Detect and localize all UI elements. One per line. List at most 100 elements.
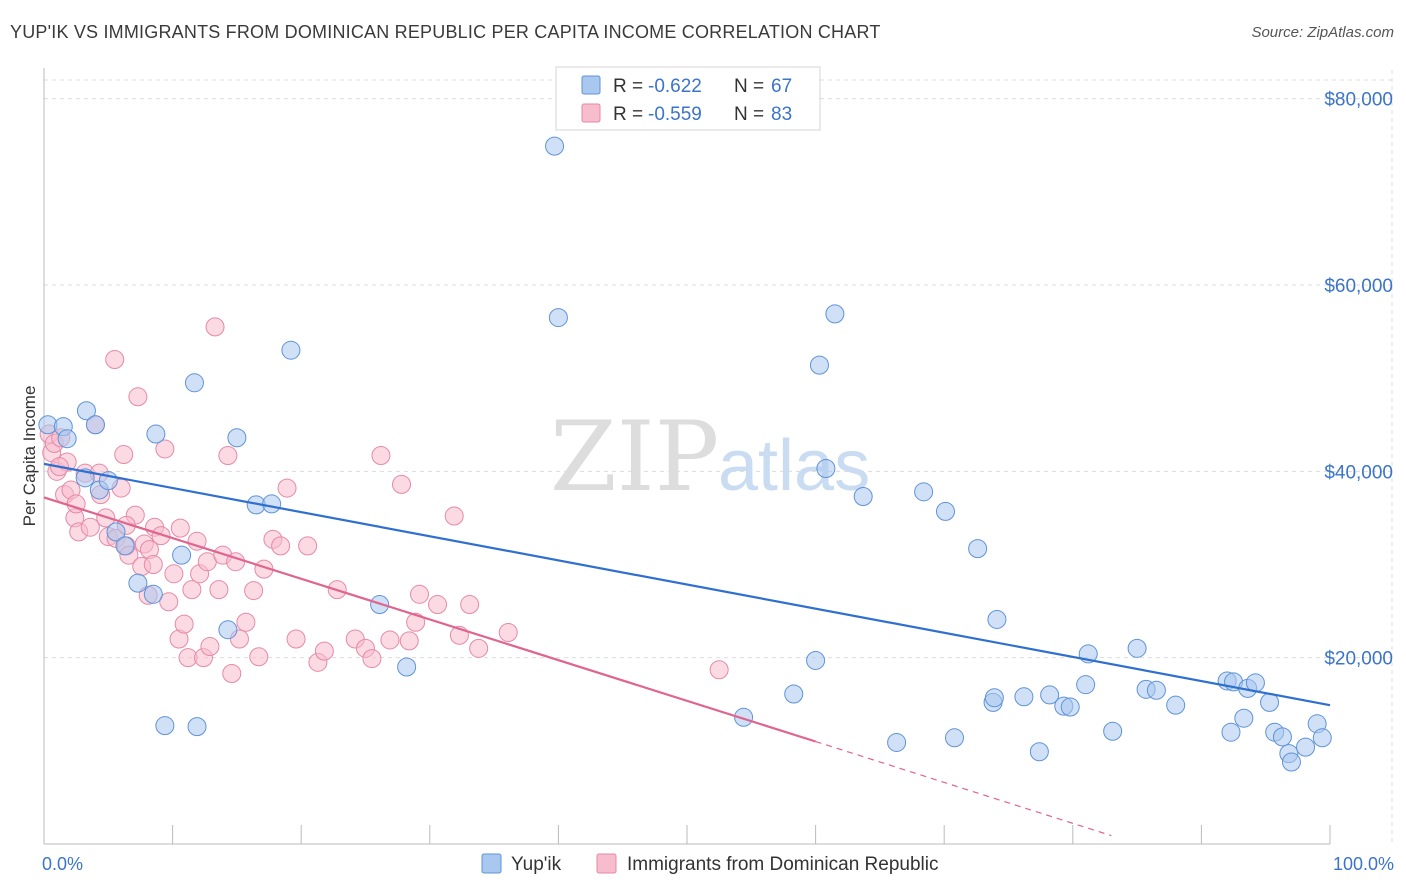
data-point-yupik [1166,695,1186,715]
data-point-dominican [428,595,448,615]
data-point-dominican [460,595,480,615]
series-yupik-points [38,136,1332,772]
data-point-yupik [734,707,754,727]
data-point-yupik [968,539,988,559]
data-point-dominican [244,581,264,601]
data-point-yupik [262,494,282,514]
data-point-dominican [114,445,134,465]
trend-line-yupik [43,462,1331,707]
data-point-yupik [825,304,845,324]
legend-swatch-pink [581,103,601,123]
data-point-dominican [271,536,291,556]
bottom-legend: Yup'ik Immigrants from Dominican Republi… [481,853,939,875]
series-dominican-points [39,317,729,683]
watermark: ZIP atlas [550,401,870,513]
data-point-dominican [143,554,163,574]
data-point-yupik [1146,680,1166,700]
grid-lines [44,70,1393,844]
data-point-yupik [172,545,192,565]
data-point-dominican [80,517,100,537]
data-point-yupik [1076,675,1096,695]
data-point-dominican [314,641,334,661]
data-point-yupik [935,501,955,521]
data-point-yupik [1312,728,1332,748]
data-point-dominican [187,531,207,551]
data-point-dominican [406,612,426,632]
data-point-dominican [182,580,202,600]
data-point-yupik [784,684,804,704]
data-point-yupik [1234,708,1254,728]
data-point-yupik [227,428,247,448]
data-point-yupik [1127,638,1147,658]
data-point-dominican [218,445,238,465]
data-point-yupik [944,728,964,748]
bottom-legend-swatch-yupik [481,853,502,874]
legend-r-label-2: R = [613,104,643,125]
data-point-yupik [397,657,417,677]
data-point-dominican [164,564,184,584]
data-point-yupik [76,401,96,421]
data-point-dominican [174,614,194,634]
data-point-dominican [277,478,297,498]
data-point-dominican [105,350,125,370]
data-point-dominican [286,629,306,649]
data-point-yupik [545,136,565,156]
data-point-yupik [548,308,568,328]
data-point-yupik [1281,752,1301,772]
trend-line-dominican-extension [815,740,1112,837]
legend-r-value-1: -0.622 [648,76,702,97]
x-tick-labels: 0.0% 100.0% [42,854,1394,874]
bottom-legend-label-dominican: Immigrants from Dominican Republic [627,854,939,875]
data-point-yupik [143,584,163,604]
data-point-yupik [1103,721,1123,741]
data-point-dominican [380,630,400,650]
data-point-yupik [1272,727,1292,747]
data-point-yupik [184,373,204,393]
data-point-dominican [151,526,171,546]
data-point-dominican [362,649,382,669]
data-point-yupik [1029,742,1049,762]
x-tick-label-end: 100.0% [1333,854,1394,874]
data-point-yupik [146,424,166,444]
bottom-legend-swatch-dominican [596,853,617,874]
data-point-dominican [469,638,489,658]
data-point-yupik [809,355,829,375]
data-point-dominican [205,317,225,337]
data-point-dominican [209,580,229,600]
chart-source: Source: ZipAtlas.com [1251,24,1394,41]
data-point-yupik [984,688,1004,708]
data-point-dominican [498,623,518,643]
data-point-dominican [222,663,242,683]
data-point-yupik [816,459,836,479]
data-point-yupik [887,732,907,752]
data-point-yupik [128,573,148,593]
data-point-yupik [106,522,126,542]
data-point-dominican [444,506,464,526]
y-axis-label: Per Capita Income [20,386,39,527]
data-point-yupik [1221,722,1241,742]
data-point-dominican [128,387,148,407]
chart-title: YUP'IK VS IMMIGRANTS FROM DOMINICAN REPU… [10,22,881,42]
legend-r-value-2: -0.559 [648,104,702,125]
bottom-legend-label-yupik: Yup'ik [511,854,562,875]
data-point-dominican [249,647,269,667]
y-tick-label: $40,000 [1324,462,1393,483]
data-point-dominican [410,584,430,604]
data-point-dominican [298,536,318,556]
legend-r-label-1: R = [613,76,643,97]
legend-n-value-1: 67 [771,76,792,97]
trend-lines [43,462,1331,837]
data-point-yupik [1014,687,1034,707]
legend-n-label-1: N = [734,76,764,97]
data-point-dominican [371,445,391,465]
watermark-zip: ZIP [550,401,719,513]
data-point-yupik [187,717,207,737]
data-point-dominican [709,660,729,680]
data-point-yupik [155,716,175,736]
data-point-yupik [987,609,1007,629]
watermark-atlas: atlas [718,426,870,506]
data-point-yupik [281,340,301,360]
x-tick-label-start: 0.0% [42,854,83,874]
legend-swatch-blue [581,75,601,95]
